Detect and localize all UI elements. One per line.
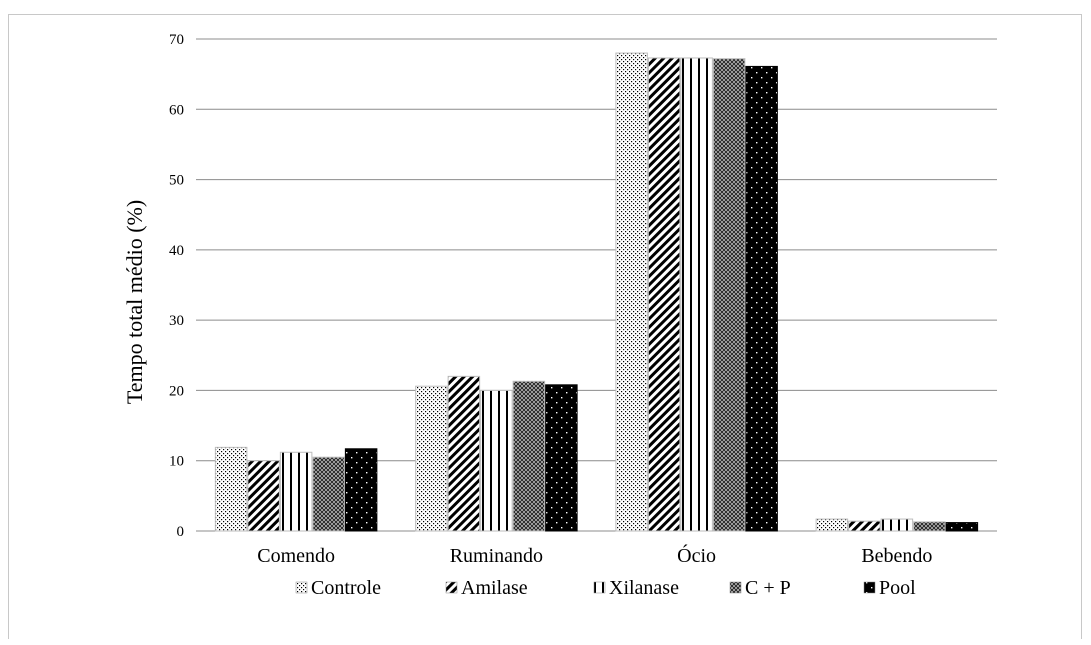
- y-tick-label-40: 40: [169, 243, 184, 259]
- category-label-1: Ruminando: [450, 545, 543, 567]
- category-label-2: Ócio: [677, 543, 716, 567]
- bar-0-0: [214, 446, 248, 532]
- bar-2-4: [745, 65, 778, 532]
- legend-swatch-2: [593, 581, 606, 594]
- bar-2-3: [712, 58, 746, 532]
- y-tick-label-50: 50: [169, 173, 184, 189]
- y-tick-label-60: 60: [169, 102, 184, 118]
- bar-1-4: [545, 384, 578, 532]
- legend-label-0: Controle: [311, 577, 381, 599]
- bar-0-3: [312, 456, 345, 532]
- legend: Controle Amilase Xilanase C + P Pool: [295, 577, 916, 599]
- bar-3-1: [848, 520, 881, 532]
- legend-label-4: Pool: [879, 577, 916, 599]
- bar-3-0: [815, 518, 849, 532]
- legend-label-2: Xilanase: [609, 577, 679, 599]
- bar-1-0: [415, 385, 448, 532]
- bar-2-2: [680, 57, 713, 532]
- bar-chart: 0 10 20 30 40 50 60 70 Comendo Ruminando Ócio Beben…: [122, 32, 997, 599]
- y-axis-title: Tempo total médio (%): [122, 200, 147, 404]
- legend-label-1: Amilase: [461, 577, 528, 599]
- bar-1-3: [512, 380, 546, 532]
- category-label-3: Bebendo: [861, 545, 932, 567]
- chart-frame: 0 10 20 30 40 50 60 70 Comendo Ruminando Ócio Beben…: [8, 14, 1082, 639]
- legend-swatch-1: [445, 581, 458, 594]
- y-tick-label-70: 70: [169, 32, 184, 48]
- bar-1-1: [447, 375, 481, 532]
- bar-0-2: [279, 451, 313, 532]
- legend-label-3: C + P: [745, 577, 791, 599]
- y-tick-label-30: 30: [169, 313, 184, 329]
- legend-swatch-3: [729, 581, 742, 594]
- bar-0-4: [344, 448, 378, 532]
- y-tick-label-20: 20: [169, 383, 184, 399]
- bar-3-2: [880, 518, 914, 532]
- bars-layer: [214, 52, 979, 532]
- labels-layer: 0 10 20 30 40 50 60 70 Comendo Ruminando Ócio Beben…: [169, 32, 932, 567]
- y-tick-label-10: 10: [169, 454, 184, 470]
- bar-3-4: [945, 522, 979, 532]
- bar-3-3: [913, 521, 946, 532]
- bar-2-0: [615, 52, 648, 532]
- legend-swatch-4: [863, 581, 876, 594]
- legend-swatch-0: [295, 581, 308, 594]
- y-tick-label-0: 0: [177, 524, 185, 540]
- category-label-0: Comendo: [257, 545, 335, 567]
- bar-0-1: [247, 460, 280, 532]
- bar-2-1: [647, 57, 681, 532]
- bar-1-2: [480, 389, 513, 532]
